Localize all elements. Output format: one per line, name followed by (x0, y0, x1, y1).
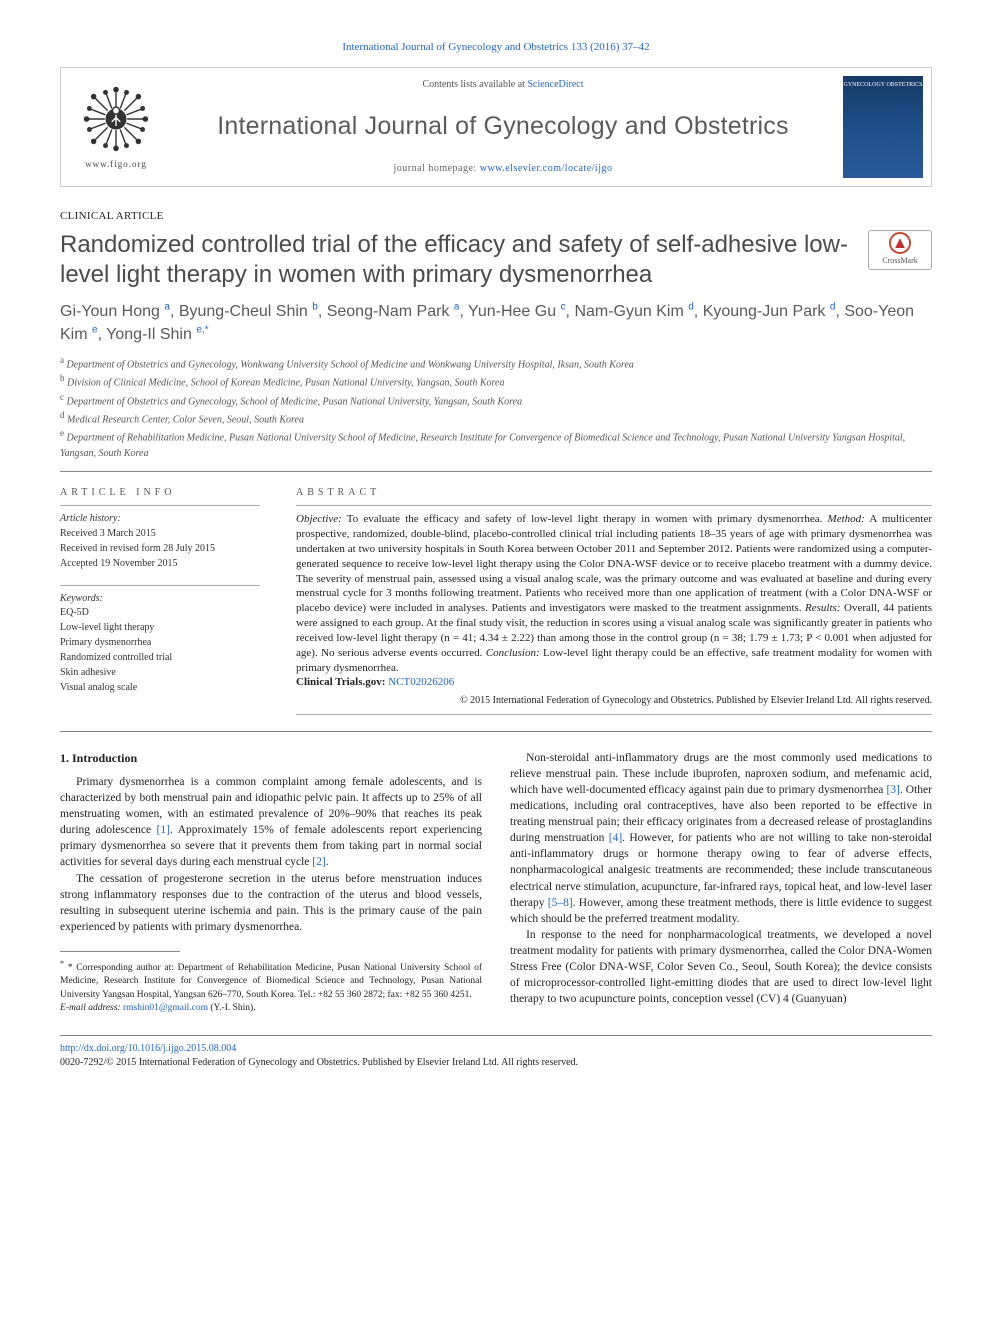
para-3: Non-steroidal anti-inflammatory drugs ar… (510, 750, 932, 927)
keywords-label: Keywords: (60, 592, 260, 606)
para-1: Primary dysmenorrhea is a common complai… (60, 774, 482, 871)
abstract-rule (296, 505, 932, 506)
rule-above-info (60, 471, 932, 472)
corresponding-author-footnote: * * Corresponding author at: Department … (60, 958, 482, 1015)
method-label: Method: (828, 513, 865, 525)
article-title: Randomized controlled trial of the effic… (60, 230, 852, 290)
author: Nam-Gyun Kim d (574, 303, 693, 320)
p3d: . However, among these treatment methods… (510, 897, 932, 925)
keywords-block: Keywords: EQ-5DLow-level light therapyPr… (60, 592, 260, 696)
trial-registry: Clinical Trials.gov: NCT02026206 (296, 675, 932, 690)
keyword: Skin adhesive (60, 665, 260, 680)
keyword: Visual analog scale (60, 680, 260, 695)
homepage-link[interactable]: www.elsevier.com/locate/ijgo (480, 163, 613, 174)
ref-1[interactable]: [1] (157, 824, 170, 836)
ref-3[interactable]: [3] (886, 784, 899, 796)
masthead-center: Contents lists available at ScienceDirec… (171, 68, 835, 186)
method-text: A multicenter prospective, randomized, d… (296, 513, 932, 614)
figo-logo: www.figo.org (61, 68, 171, 186)
crossmark-badge[interactable]: CrossMark (868, 230, 932, 270)
crossmark-label: CrossMark (882, 256, 918, 267)
p1c: . (326, 856, 329, 868)
abstract-copyright: © 2015 International Federation of Gynec… (296, 694, 932, 708)
ref-5-8[interactable]: [5–8] (548, 897, 573, 909)
info-rule (60, 505, 260, 506)
abstract-rule-2 (296, 714, 932, 715)
article-info-column: article info Article history: Received 3… (60, 486, 260, 721)
doi-link[interactable]: http://dx.doi.org/10.1016/j.ijgo.2015.08… (60, 1042, 932, 1056)
page-footer: http://dx.doi.org/10.1016/j.ijgo.2015.08… (60, 1035, 932, 1070)
email-label: E-mail address: (60, 1003, 123, 1013)
cover-title: GYNECOLOGY OBSTETRICS (844, 82, 923, 89)
registry-label: Clinical Trials.gov: (296, 676, 385, 688)
corr-label: * Corresponding author at: (68, 963, 178, 973)
figo-url: www.figo.org (85, 158, 147, 170)
history-item: Received 3 March 2015 (60, 526, 260, 541)
abstract-heading: abstract (296, 486, 932, 500)
section-1-heading: 1. Introduction (60, 750, 482, 766)
author: Seong-Nam Park a (327, 303, 460, 320)
para-2: The cessation of progesterone secretion … (60, 871, 482, 935)
author: Kyoung-Jun Park d (703, 303, 836, 320)
top-citation: International Journal of Gynecology and … (60, 40, 932, 55)
ref-4[interactable]: [4] (609, 832, 622, 844)
journal-masthead: www.figo.org Contents lists available at… (60, 67, 932, 187)
abstract-text: Objective: To evaluate the efficacy and … (296, 512, 932, 675)
history-item: Received in revised form 28 July 2015 (60, 541, 260, 556)
journal-cover-thumb: GYNECOLOGY OBSTETRICS (843, 76, 923, 178)
history-list: Received 3 March 2015Received in revised… (60, 526, 260, 571)
body-columns: 1. Introduction Primary dysmenorrhea is … (60, 750, 932, 1015)
rule-below-abstract (60, 731, 932, 732)
objective-label: Objective: (296, 513, 342, 525)
contents-prefix: Contents lists available at (422, 79, 527, 90)
keywords-list: EQ-5DLow-level light therapyPrimary dysm… (60, 605, 260, 695)
objective-text: To evaluate the efficacy and safety of l… (342, 513, 828, 525)
email-suffix: (Y.-I. Shin). (208, 1003, 256, 1013)
author: Byung-Cheul Shin b (179, 303, 318, 320)
ref-2[interactable]: [2] (312, 856, 325, 868)
p3a: Non-steroidal anti-inflammatory drugs ar… (510, 752, 932, 796)
conclusion-label: Conclusion: (486, 647, 540, 659)
author: Yong-Il Shin e,* (106, 326, 208, 343)
affiliation: e Department of Rehabilitation Medicine,… (60, 427, 932, 460)
article-type: CLINICAL ARTICLE (60, 209, 932, 224)
journal-homepage: journal homepage: www.elsevier.com/locat… (394, 162, 613, 176)
corr-email[interactable]: rmshin01@gmail.com (123, 1003, 208, 1013)
affiliation: a Department of Obstetrics and Gynecolog… (60, 354, 932, 372)
contents-available: Contents lists available at ScienceDirec… (422, 78, 583, 92)
author: Gi-Youn Hong a (60, 303, 170, 320)
author: Yun-Hee Gu c (468, 303, 566, 320)
issn-copyright: 0020-7292/© 2015 International Federatio… (60, 1056, 932, 1070)
affiliation: d Medical Research Center, Color Seven, … (60, 409, 932, 427)
author-list: Gi-Youn Hong a, Byung-Cheul Shin b, Seon… (60, 300, 932, 346)
figo-logo-icon (81, 84, 151, 154)
article-history-block: Article history: Received 3 March 2015Re… (60, 512, 260, 571)
keyword: EQ-5D (60, 605, 260, 620)
results-label: Results: (805, 602, 840, 614)
homepage-prefix: journal homepage: (394, 163, 480, 174)
affiliation-list: a Department of Obstetrics and Gynecolog… (60, 354, 932, 461)
journal-name: International Journal of Gynecology and … (217, 110, 788, 144)
sciencedirect-link[interactable]: ScienceDirect (527, 79, 583, 90)
info-rule-2 (60, 585, 260, 586)
affiliation: b Division of Clinical Medicine, School … (60, 372, 932, 390)
registry-id[interactable]: NCT02026206 (388, 676, 454, 688)
keyword: Primary dysmenorrhea (60, 635, 260, 650)
history-item: Accepted 19 November 2015 (60, 556, 260, 571)
keyword: Randomized controlled trial (60, 650, 260, 665)
footnote-separator (60, 951, 180, 952)
keyword: Low-level light therapy (60, 620, 260, 635)
para-4: In response to the need for nonpharmacol… (510, 927, 932, 1007)
crossmark-icon (889, 232, 911, 254)
abstract-column: abstract Objective: To evaluate the effi… (296, 486, 932, 721)
article-info-heading: article info (60, 486, 260, 500)
affiliation: c Department of Obstetrics and Gynecolog… (60, 391, 932, 409)
history-label: Article history: (60, 512, 260, 526)
